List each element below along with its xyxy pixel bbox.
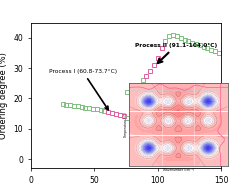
Y-axis label: Temperature (°C): Temperature (°C): [124, 112, 128, 138]
X-axis label: Wavenumber (cm⁻¹): Wavenumber (cm⁻¹): [163, 168, 194, 172]
Y-axis label: Ordering degree (%): Ordering degree (%): [0, 52, 8, 139]
Text: Process I (60.8-73.7°C): Process I (60.8-73.7°C): [48, 69, 117, 110]
Text: Process II (91.1-104.0°C): Process II (91.1-104.0°C): [135, 43, 217, 63]
